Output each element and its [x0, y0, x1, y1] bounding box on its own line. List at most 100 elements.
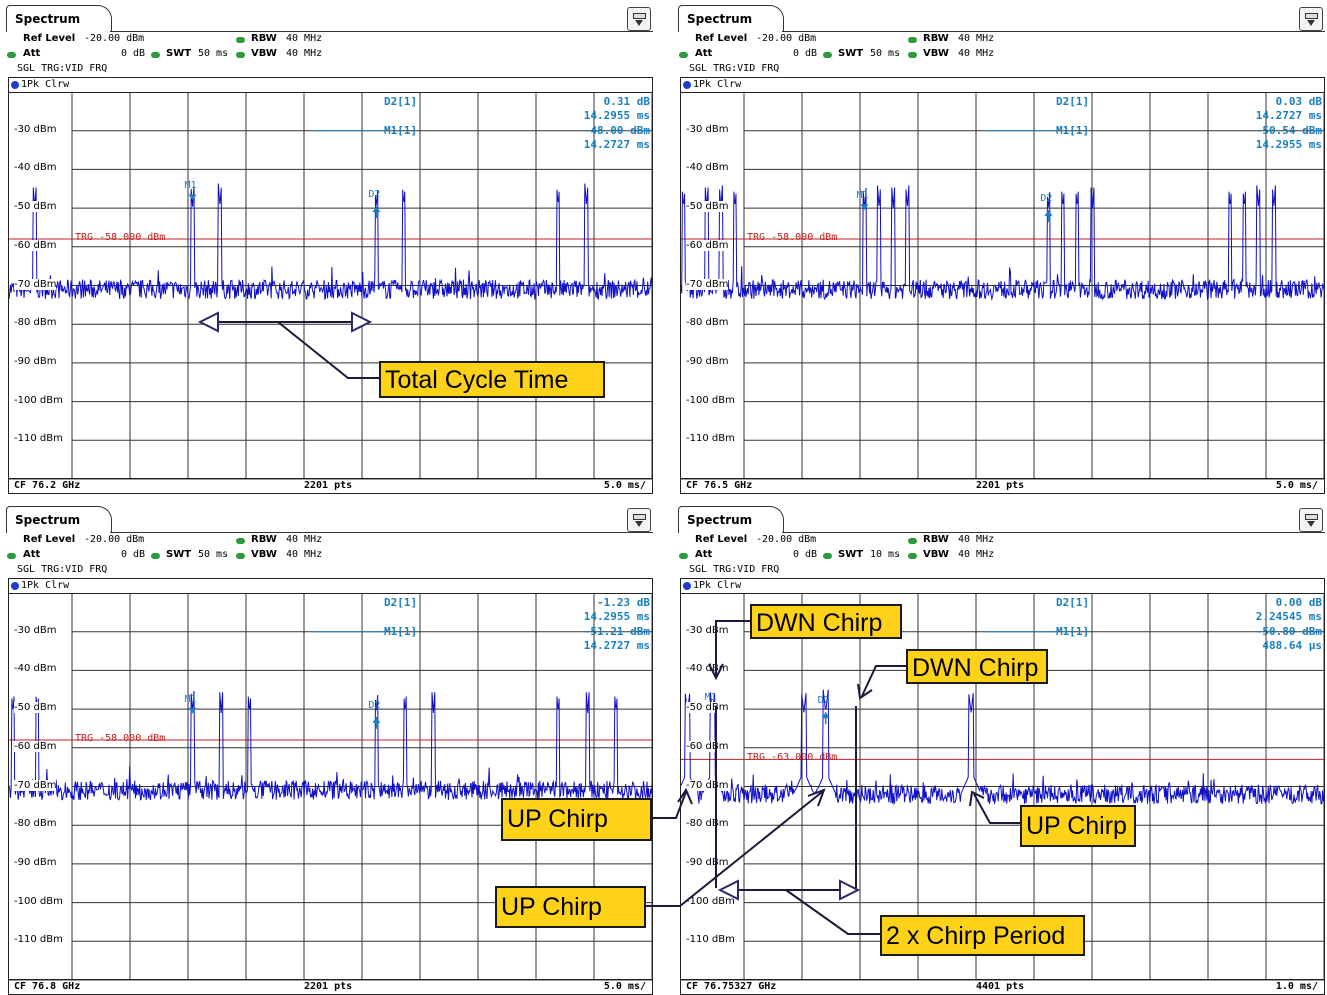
y-tick-label: -100 dBm: [14, 895, 63, 907]
d2-label: D2[1]: [1056, 95, 1090, 108]
att-status-dot: [7, 52, 16, 58]
rbw-label: RBW: [923, 534, 949, 545]
window-menu-icon[interactable]: [1299, 7, 1323, 31]
ref-level-value: -20.00 dBm: [84, 33, 145, 44]
trace-label: 1Pk Clrw: [21, 580, 70, 591]
trace-label: 1Pk Clrw: [693, 79, 742, 90]
vbw-label: VBW: [923, 48, 949, 59]
m1-time: 14.2955 ms: [1255, 138, 1322, 151]
d2-time: 14.2727 ms: [1255, 109, 1322, 122]
marker-d2-tag: D2: [368, 699, 381, 711]
m1-time: 488.64 µs: [1262, 639, 1322, 652]
spectrum-plot[interactable]: 1Pk Clrw -30 dBm -40 dBm -50 dBm -60 dBm -70 …: [680, 77, 1325, 494]
trace-header: 1Pk Clrw: [9, 78, 652, 93]
spectrum-panel-2: Spectrum Ref Level -20.00 dBm RBW 40 MHz Att 0…: [678, 5, 1325, 494]
y-tick-label: -70 dBm: [686, 278, 729, 290]
tab-underline: [782, 31, 1325, 32]
y-tick-label: -110 dBm: [686, 934, 735, 946]
spectrum-tab[interactable]: Spectrum: [678, 506, 784, 533]
callout-up-chirp-mid: UP Chirp: [501, 798, 652, 841]
trace-label: 1Pk Clrw: [21, 79, 70, 90]
m1-label: M1[1]: [384, 625, 418, 638]
callout-chirp-period: 2 x Chirp Period: [880, 915, 1085, 956]
att-value: 0 dB: [121, 48, 146, 59]
y-tick-label: -30 dBm: [14, 123, 57, 135]
ref-level-value: -20.00 dBm: [84, 534, 145, 545]
y-tick-label: -50 dBm: [686, 702, 729, 714]
spectrum-tab[interactable]: Spectrum: [6, 506, 112, 533]
y-tick-label: -110 dBm: [14, 934, 63, 946]
tab-underline: [782, 532, 1325, 533]
swt-label: SWT: [166, 549, 192, 560]
ref-level-label: Ref Level: [695, 534, 748, 545]
trace-indicator-icon: [683, 582, 691, 590]
trace-line: [681, 185, 1324, 301]
swt-value: 10 ms: [870, 549, 901, 560]
tab-label: Spectrum: [687, 12, 753, 26]
trigger-mode: SGL TRG:VID FRQ: [689, 63, 780, 74]
y-tick-label: -70 dBm: [14, 278, 57, 290]
menu-triangle-icon: [1307, 20, 1315, 26]
m1-label: M1[1]: [384, 124, 418, 137]
menu-triangle-icon: [1307, 521, 1315, 527]
spectrum-trace-svg: [9, 593, 652, 981]
marker-m1-symbol: [188, 707, 197, 714]
menu-bar-icon: [1305, 514, 1318, 520]
y-tick-label: -40 dBm: [686, 663, 729, 675]
point-count: 4401 pts: [976, 981, 1025, 992]
rbw-label: RBW: [251, 33, 277, 44]
marker-d2-symbol: [821, 712, 830, 719]
window-menu-icon[interactable]: [627, 508, 651, 532]
spectrum-plot[interactable]: 1Pk Clrw -30 dBm -40 dBm -50 dBm -60 dBm -70 …: [8, 578, 653, 995]
trace-line: [9, 690, 652, 801]
ref-level-value: -20.00 dBm: [756, 33, 817, 44]
marker-d2-symbol: [1044, 210, 1053, 217]
ref-level-label: Ref Level: [23, 534, 76, 545]
att-value: 0 dB: [121, 549, 146, 560]
ref-level-value: -20.00 dBm: [756, 534, 817, 545]
window-menu-icon[interactable]: [627, 7, 651, 31]
plot-footer: CF 76.8 GHz 2201 pts 5.0 ms/: [9, 979, 652, 994]
y-tick-label: -50 dBm: [14, 702, 57, 714]
swt-status-dot: [823, 52, 832, 58]
trace-indicator-icon: [11, 582, 19, 590]
marker-d2-tag: D2: [817, 695, 830, 707]
tab-label: Spectrum: [687, 513, 753, 527]
time-per-division: 5.0 ms/: [603, 480, 646, 491]
spectrum-tab[interactable]: Spectrum: [678, 5, 784, 32]
vbw-label: VBW: [251, 48, 277, 59]
att-label: Att: [695, 48, 713, 59]
y-tick-label: -90 dBm: [14, 355, 57, 367]
trace-header: 1Pk Clrw: [9, 579, 652, 594]
center-frequency: CF 76.5 GHz: [686, 480, 753, 491]
y-tick-label: -40 dBm: [686, 162, 729, 174]
y-tick-label: -60 dBm: [686, 740, 729, 752]
spectrum-tab[interactable]: Spectrum: [6, 5, 112, 32]
m1-label: M1[1]: [1056, 625, 1090, 638]
spectrum-panel-1: Spectrum Ref Level -20.00 dBm RBW 40 MHz Att 0…: [6, 5, 653, 494]
tab-underline: [110, 31, 653, 32]
y-tick-label: -30 dBm: [686, 624, 729, 636]
y-tick-label: -60 dBm: [14, 740, 57, 752]
swt-label: SWT: [838, 48, 864, 59]
spectrum-plot[interactable]: 1Pk Clrw -30 dBm -40 dBm -50 dBm -60 dBm -70 …: [8, 77, 653, 494]
vbw-label: VBW: [923, 549, 949, 560]
m1-value: -50.80 dBm: [1255, 625, 1322, 638]
vbw-value: 40 MHz: [286, 48, 323, 59]
d2-time: 14.2955 ms: [583, 109, 650, 122]
window-menu-icon[interactable]: [1299, 508, 1323, 532]
y-tick-label: -60 dBm: [686, 239, 729, 251]
d2-label: D2[1]: [1056, 596, 1090, 609]
spectrum-trace-svg: [9, 92, 652, 480]
center-frequency: CF 76.8 GHz: [14, 981, 81, 992]
menu-triangle-icon: [635, 521, 643, 527]
marker-m1-tag: M1: [184, 180, 197, 192]
spectrum-panel-4: Spectrum Ref Level -20.00 dBm RBW 40 MHz Att 0…: [678, 506, 1325, 995]
callout-up-chirp-low: UP Chirp: [495, 886, 646, 928]
att-value: 0 dB: [793, 549, 818, 560]
plot-footer: CF 76.2 GHz 2201 pts 5.0 ms/: [9, 478, 652, 493]
y-tick-label: -110 dBm: [686, 433, 735, 445]
point-count: 2201 pts: [976, 480, 1025, 491]
trace-label: 1Pk Clrw: [693, 580, 742, 591]
swt-value: 50 ms: [198, 549, 229, 560]
